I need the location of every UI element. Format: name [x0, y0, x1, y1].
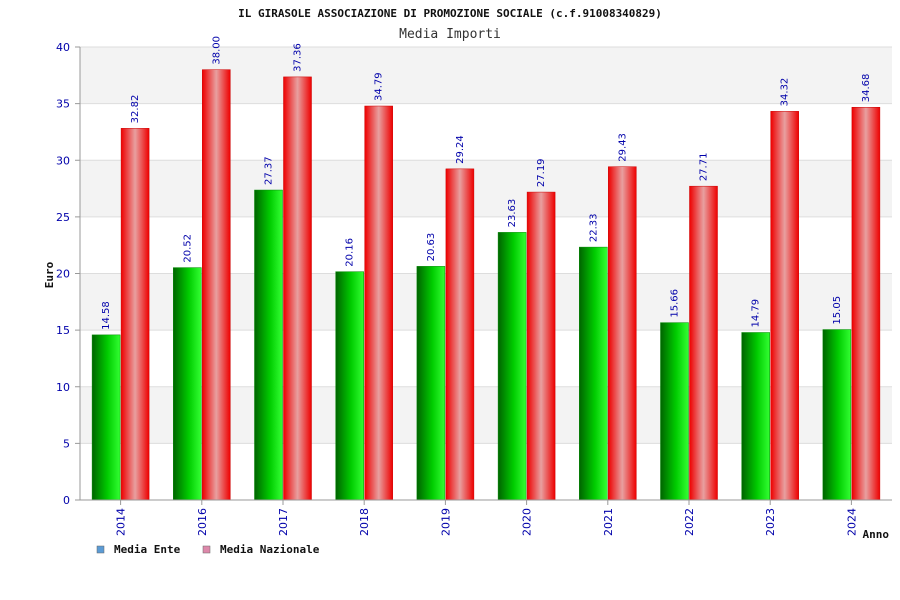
bar-media-nazionale: [445, 168, 475, 501]
x-axis-ticks: 2014 2016 2017 2018 2019 2020 2021 2022 2023 2024: [115, 500, 858, 536]
plot-band: [80, 273, 892, 331]
plot-band: [80, 47, 892, 104]
data-label: 20.52: [182, 234, 193, 263]
data-label: 23.63: [507, 199, 518, 228]
bar-media-ente: [579, 246, 608, 501]
bar-media-ente: [660, 322, 689, 501]
bar-media-nazionale: [608, 166, 637, 501]
data-label: 14.79: [751, 299, 762, 328]
data-label: 34.32: [780, 78, 791, 107]
legend-swatch: [202, 545, 211, 554]
data-label: 29.24: [455, 135, 466, 164]
bar-media-nazionale: [202, 69, 231, 501]
y-tick-label: 10: [56, 381, 70, 394]
data-label: 37.36: [293, 43, 304, 72]
bar-media-ente: [254, 189, 283, 501]
plot-band: [80, 160, 892, 217]
y-axis-label: Euro: [43, 261, 56, 288]
bar-media-ente: [91, 334, 121, 501]
data-label: 38.00: [211, 36, 222, 65]
bar-media-nazionale: [851, 106, 881, 501]
y-tick-label: 30: [56, 154, 70, 167]
plot-band: [80, 330, 892, 387]
x-tick-label: 2018: [358, 508, 371, 536]
plot-band: [80, 443, 892, 500]
plot-band: [80, 216, 892, 274]
data-label: 15.05: [832, 296, 843, 325]
x-tick-label: 2023: [764, 508, 777, 536]
y-tick-label: 25: [56, 211, 70, 224]
bar-media-ente: [822, 329, 852, 501]
data-label: 27.19: [536, 158, 547, 187]
data-label: 34.68: [861, 74, 872, 103]
bar-media-ente: [741, 332, 770, 501]
plot-band: [80, 386, 892, 444]
data-label: 29.43: [617, 133, 628, 162]
bar-media-nazionale: [526, 191, 556, 501]
data-label: 15.66: [670, 289, 681, 318]
x-tick-label: 2024: [845, 508, 858, 536]
data-label: 20.63: [426, 233, 437, 262]
bar-media-ente: [416, 266, 446, 501]
bar-media-ente: [497, 232, 527, 501]
bars: [91, 69, 881, 501]
x-axis-label: Anno: [863, 528, 890, 541]
data-label: 27.37: [264, 156, 275, 185]
data-label: 34.79: [374, 72, 385, 101]
y-tick-label: 0: [63, 494, 70, 507]
data-label: 14.58: [101, 301, 112, 330]
plot-band: [80, 103, 892, 161]
y-axis-ticks: 0 5 10 15 20 25 30 35 40: [56, 41, 80, 507]
x-tick-label: 2022: [683, 508, 696, 536]
bar-media-nazionale: [770, 111, 799, 501]
legend-swatch: [96, 545, 105, 554]
legend: Media Ente Media Nazionale: [96, 543, 320, 556]
y-tick-label: 40: [56, 41, 70, 54]
legend-label: Media Ente: [114, 543, 181, 556]
bar-media-nazionale: [689, 185, 718, 501]
x-tick-label: 2021: [602, 508, 615, 536]
bar-media-ente: [335, 271, 364, 501]
data-label: 22.33: [588, 213, 599, 242]
bar-media-nazionale: [120, 128, 150, 501]
y-tick-label: 35: [56, 98, 70, 111]
bar-media-ente: [173, 267, 202, 501]
chart-subtitle: Media Importi: [399, 27, 501, 42]
data-label: 32.82: [130, 95, 141, 124]
x-tick-label: 2020: [521, 508, 534, 536]
y-tick-label: 20: [56, 268, 70, 281]
data-label: 20.16: [345, 238, 356, 267]
x-tick-label: 2019: [439, 508, 452, 536]
data-labels: 14.58 32.82 20.52 38.00 27.37 37.36 20.16 34.79…: [101, 36, 872, 330]
x-tick-label: 2016: [196, 508, 209, 536]
y-tick-label: 5: [63, 437, 70, 450]
y-tick-label: 15: [56, 324, 70, 337]
x-tick-label: 2014: [115, 508, 128, 536]
data-label: 27.71: [699, 153, 710, 182]
chart-title: IL GIRASOLE ASSOCIAZIONE DI PROMOZIONE S…: [238, 7, 662, 20]
x-tick-label: 2017: [277, 508, 290, 536]
bar-media-nazionale: [364, 105, 393, 501]
legend-label: Media Nazionale: [220, 543, 320, 556]
bar-media-nazionale: [283, 76, 312, 501]
